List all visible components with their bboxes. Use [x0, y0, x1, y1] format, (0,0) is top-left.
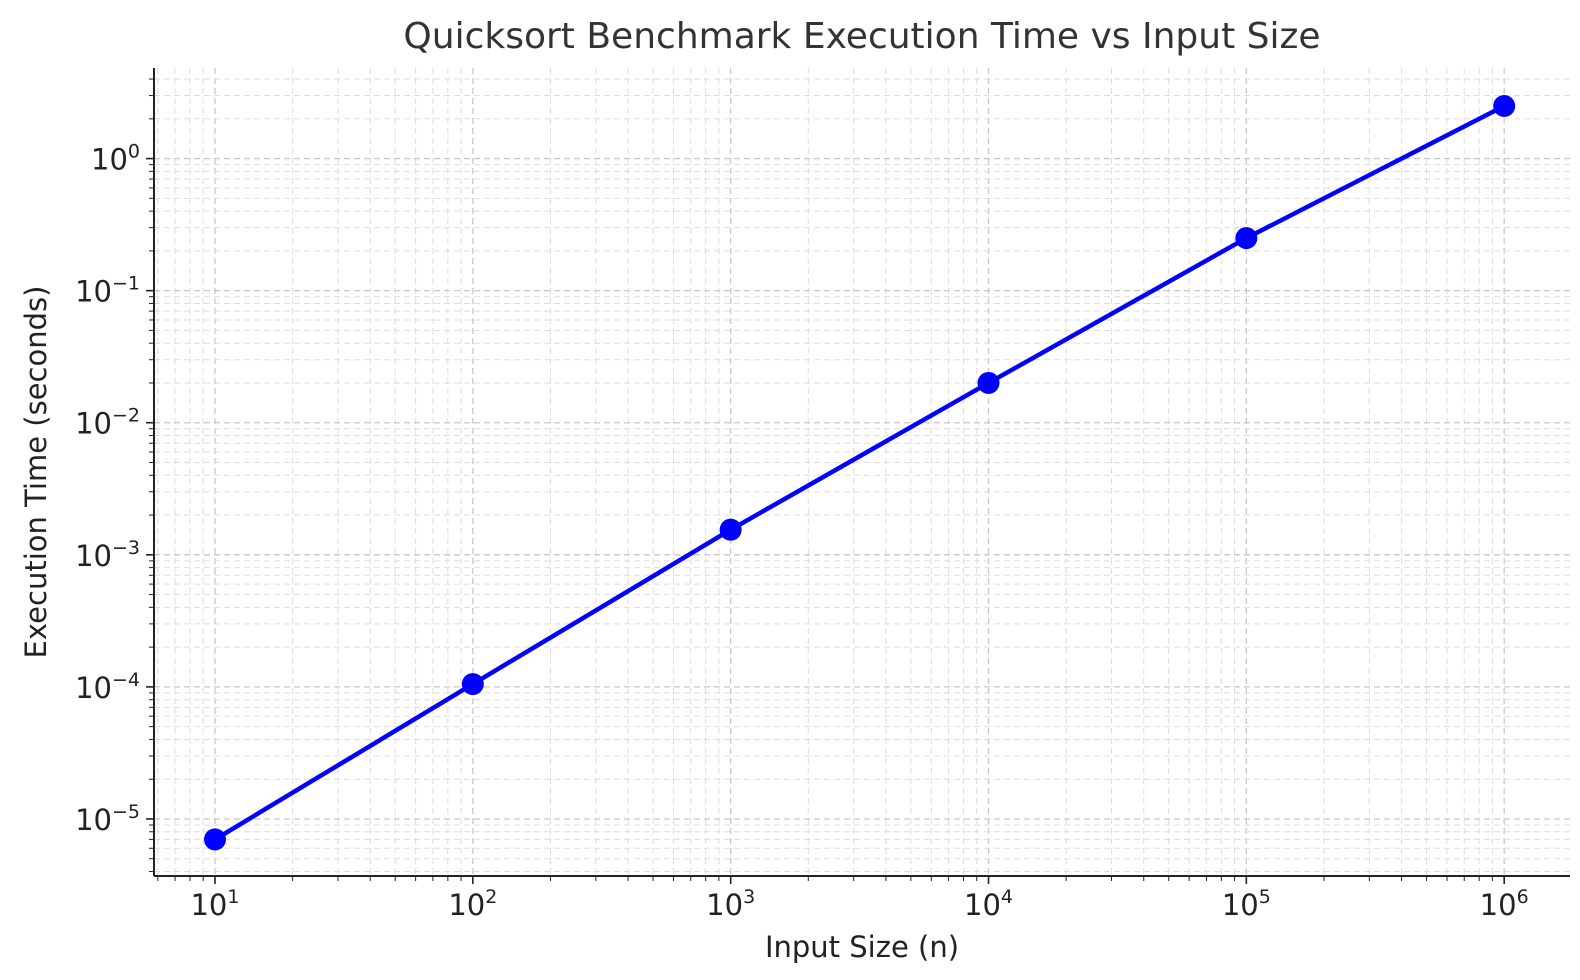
data-point	[1493, 95, 1516, 118]
x-axis-label: Input Size (n)	[765, 930, 959, 964]
x-tick-label: 104	[964, 886, 1013, 922]
x-tick-label: 106	[1480, 886, 1529, 922]
data-point	[203, 828, 226, 851]
x-tick-label: 105	[1222, 886, 1271, 922]
data-point	[719, 518, 742, 541]
y-tick-label: 10−4	[75, 669, 140, 705]
x-tick-label: 101	[190, 886, 239, 922]
y-axis-label: Execution Time (seconds)	[19, 286, 53, 659]
grid	[154, 68, 1570, 876]
y-tick-label: 100	[91, 141, 140, 177]
x-tick-label: 103	[706, 886, 755, 922]
y-tick-label: 10−1	[75, 273, 140, 309]
ticks: 101 102 103 104 105 106 10−5 10−4 10−3 10−2 10−1 10…	[75, 78, 1529, 922]
axes	[153, 68, 1570, 877]
y-tick-label: 10−5	[75, 801, 140, 837]
y-tick-label: 10−2	[75, 405, 140, 441]
series-line	[213, 104, 1506, 842]
series	[203, 95, 1516, 851]
data-point	[461, 673, 484, 696]
data-point	[977, 371, 1000, 394]
x-tick-label: 102	[448, 886, 497, 922]
data-point	[1235, 227, 1258, 250]
chart-title: Quicksort Benchmark Execution Time vs In…	[403, 16, 1320, 57]
y-tick-label: 10−3	[75, 537, 140, 573]
